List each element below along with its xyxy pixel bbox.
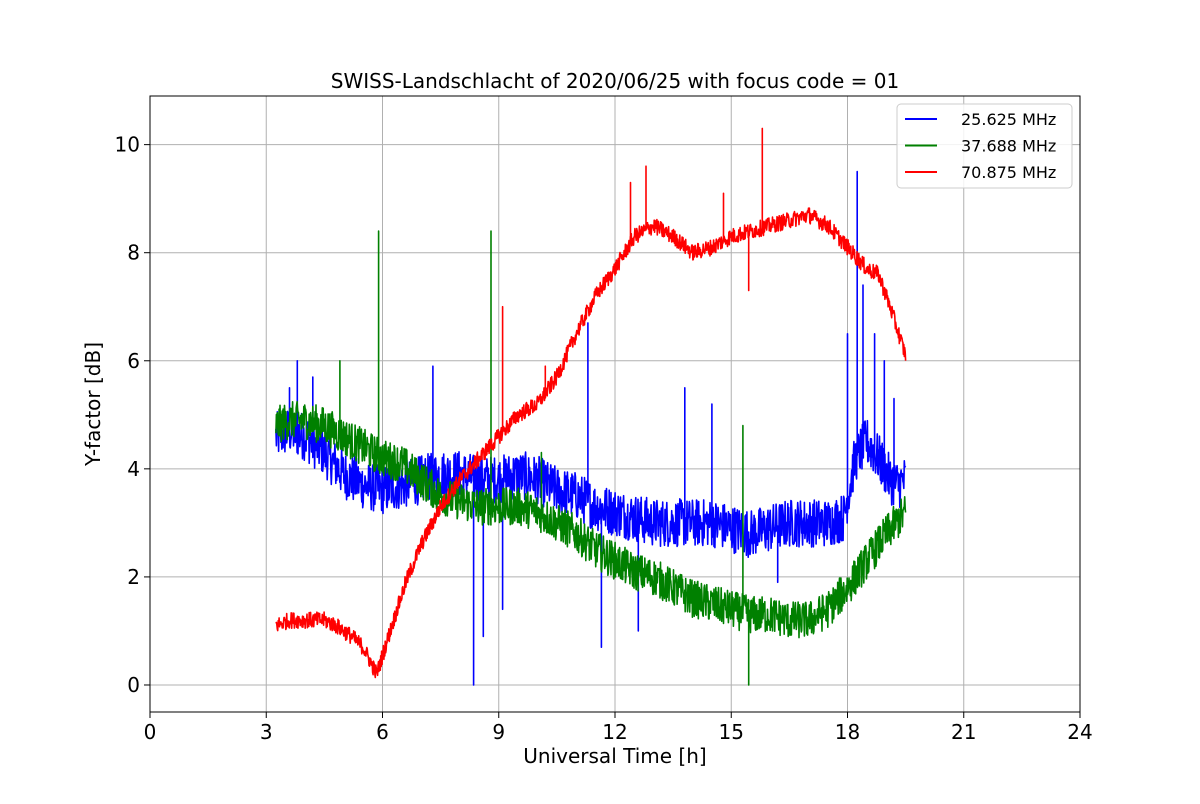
series-line-3 xyxy=(275,127,907,679)
legend-label: 37.688 MHz xyxy=(961,137,1056,156)
series-line-2 xyxy=(275,230,907,686)
y-tick-label: 0 xyxy=(127,673,140,697)
x-tick-label: 21 xyxy=(951,720,976,744)
y-axis-label: Y-factor [dB] xyxy=(81,342,105,467)
x-tick-label: 18 xyxy=(835,720,860,744)
x-axis: 0 3 6 9 12 15 18 21 24 xyxy=(144,712,1093,744)
y-tick-label: 2 xyxy=(127,565,140,589)
x-tick-label: 12 xyxy=(602,720,627,744)
grid-lines xyxy=(149,96,1081,712)
legend: 25.625 MHz 37.688 MHz 70.875 MHz xyxy=(896,103,1073,189)
series-line-1 xyxy=(275,170,907,686)
y-tick-label: 10 xyxy=(115,133,140,157)
y-tick-label: 8 xyxy=(127,241,140,265)
x-tick-label: 0 xyxy=(144,720,157,744)
legend-label: 70.875 MHz xyxy=(961,163,1056,182)
legend-box xyxy=(896,103,1073,189)
x-tick-label: 24 xyxy=(1067,720,1092,744)
legend-label: 25.625 MHz xyxy=(961,110,1056,129)
y-axis: 0 2 4 6 8 10 xyxy=(115,133,150,697)
x-axis-label: Universal Time [h] xyxy=(523,744,706,768)
chart-title: SWISS-Landschlacht of 2020/06/25 with fo… xyxy=(331,69,899,93)
x-tick-label: 6 xyxy=(376,720,389,744)
x-tick-label: 9 xyxy=(492,720,505,744)
y-tick-label: 6 xyxy=(127,349,140,373)
y-tick-label: 4 xyxy=(127,457,140,481)
x-tick-label: 15 xyxy=(719,720,744,744)
x-tick-label: 3 xyxy=(260,720,273,744)
plot-area xyxy=(275,127,907,686)
